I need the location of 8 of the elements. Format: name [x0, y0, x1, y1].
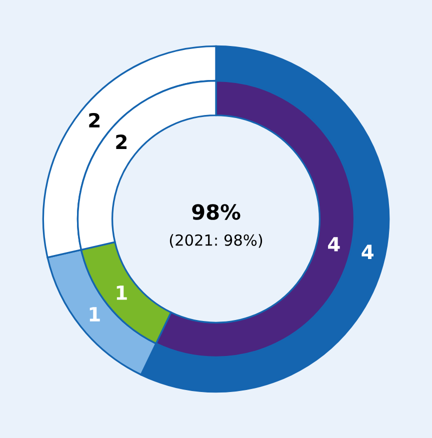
data-label: 4	[362, 244, 374, 259]
data-label: 1	[90, 307, 100, 322]
data-label: 2	[116, 134, 127, 149]
data-label: 2	[89, 112, 100, 128]
text: 98%	[192, 204, 240, 220]
text: (2021: 98%)	[170, 234, 262, 248]
data-label: 4	[328, 237, 340, 252]
data-label: 1	[116, 286, 127, 300]
